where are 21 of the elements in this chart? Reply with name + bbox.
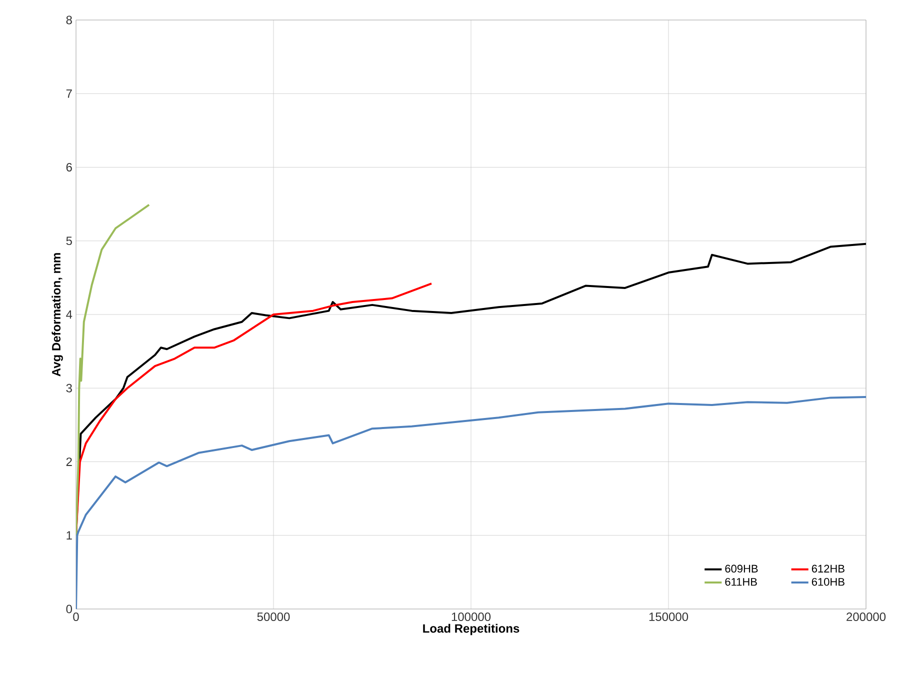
legend-label: 612HB: [812, 564, 844, 573]
y-tick-label: 3: [66, 384, 72, 392]
y-axis-title: Avg Deformation, mm: [52, 253, 63, 376]
y-tick-label: 5: [66, 236, 72, 246]
x-tick-label: 50000: [257, 612, 290, 622]
y-tick-label: 4: [66, 310, 72, 319]
x-tick-label: 0: [73, 612, 79, 622]
y-tick-label: 0: [66, 604, 72, 614]
x-tick-label: 150000: [649, 612, 688, 622]
x-tick-label: 200000: [846, 612, 886, 622]
y-tick-label: 2: [66, 458, 72, 466]
legend-label: 611HB: [725, 578, 757, 586]
y-tick-label: 6: [66, 163, 72, 172]
line-series: [76, 204, 150, 536]
y-tick-label: 7: [66, 90, 72, 98]
legend-label: 610HB: [812, 578, 844, 586]
x-axis-title: Load Repetitions: [423, 624, 520, 636]
y-tick-label: 8: [66, 16, 72, 24]
y-tick-label: 1: [66, 531, 72, 540]
legend-label: 609HB: [725, 564, 758, 573]
x-tick-label: 100000: [452, 612, 491, 622]
